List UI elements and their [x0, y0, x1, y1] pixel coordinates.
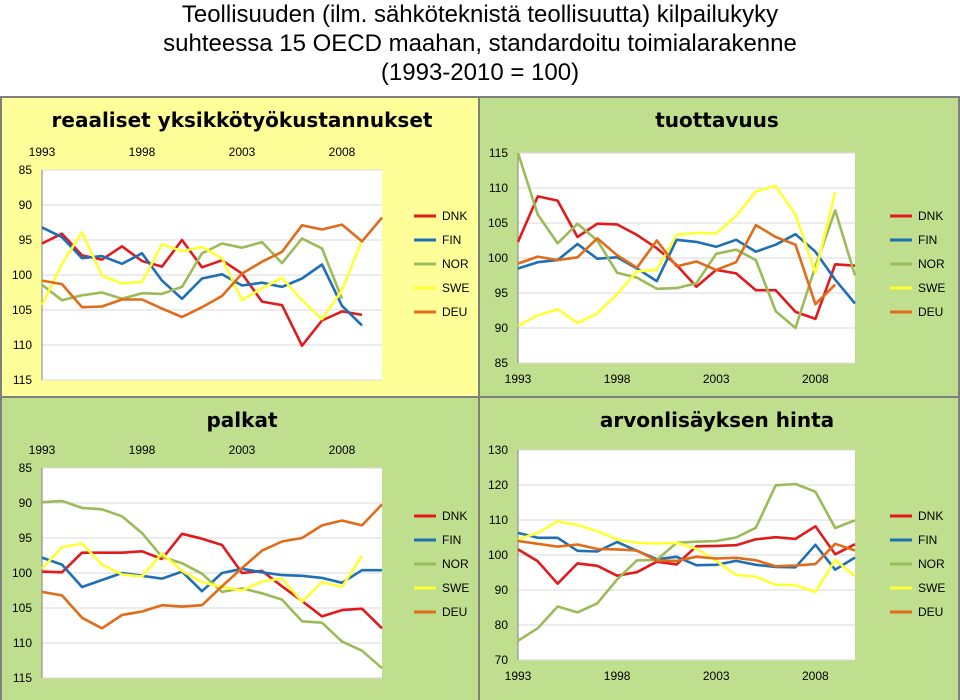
- y-tick-label: 95: [19, 531, 33, 545]
- legend-label-deu: DEU: [918, 605, 943, 619]
- y-tick-label: 115: [13, 373, 32, 387]
- legend-label-fin: FIN: [918, 233, 937, 247]
- x-tick-label: 2003: [703, 669, 730, 683]
- title-line-1: Teollisuuden (ilm. sähköteknistä teollis…: [181, 1, 779, 28]
- y-tick-label: 100: [488, 251, 508, 265]
- series-line-dnk: [517, 525, 856, 585]
- legend-label-swe: SWE: [442, 581, 469, 595]
- y-tick-label: 90: [19, 496, 33, 510]
- series-line-swe: [40, 231, 364, 321]
- charts-grid: reaaliset yksikkötyökustannukset 85 90 95 10…: [0, 96, 960, 700]
- x-tick-label: 2008: [329, 145, 356, 159]
- series-line-swe: [517, 520, 856, 594]
- page-title: Teollisuuden (ilm. sähköteknistä teollis…: [0, 0, 960, 87]
- chart-svg-value-added-price: arvonlisäyksen hinta 70 80 90 100 110 120 130 19…: [488, 408, 945, 683]
- y-tick-label: 85: [19, 461, 33, 475]
- x-tick-label: 2003: [229, 443, 256, 457]
- series-line-nor: [517, 482, 856, 642]
- legend-label-swe: SWE: [918, 281, 945, 295]
- series-line-fin: [517, 232, 856, 305]
- legend-label-fin: FIN: [442, 233, 461, 247]
- series-line-fin: [517, 531, 856, 571]
- y-tick-label: 110: [489, 513, 508, 527]
- legend-label-dnk: DNK: [442, 509, 467, 523]
- y-tick-label: 90: [495, 321, 509, 335]
- series-line-nor: [41, 237, 344, 302]
- x-tick-label: 2003: [703, 372, 730, 386]
- y-tick-label: 95: [495, 286, 509, 300]
- chart-title-unit-labour-costs: reaaliset yksikkötyökustannukset: [52, 108, 433, 132]
- chart-panel-value-added-price: arvonlisäyksen hinta 70 80 90 100 110 120 130 19…: [480, 398, 958, 700]
- legend-label-deu: DEU: [918, 305, 943, 319]
- legend-label-deu: DEU: [442, 305, 467, 319]
- x-tick-label: 1998: [604, 669, 631, 683]
- x-tick-label: 2008: [329, 443, 356, 457]
- legend-label-fin: FIN: [442, 533, 461, 547]
- series-line-dnk: [516, 195, 856, 321]
- series-line-deu: [517, 223, 837, 306]
- y-tick-label: 110: [13, 636, 32, 650]
- series-line-nor: [41, 499, 383, 670]
- y-tick-label: 115: [489, 146, 508, 160]
- chart-svg-productivity: tuottavuus 85 90 95 100 105 110 115 1993 1998 2003…: [488, 108, 945, 386]
- series-line-fin: [41, 226, 363, 327]
- y-tick-label: 85: [19, 163, 33, 177]
- y-tick-label: 110: [489, 181, 508, 195]
- chart-panel-productivity: tuottavuus 85 90 95 100 105 110 115 1993 1998 2003…: [480, 98, 958, 396]
- x-tick-label: 2008: [802, 669, 829, 683]
- series-line-deu: [517, 539, 856, 568]
- legend-label-nor: NOR: [442, 257, 469, 271]
- y-tick-label: 90: [495, 583, 509, 597]
- legend-label-swe: SWE: [442, 281, 469, 295]
- chart-title-value-added-price: arvonlisäyksen hinta: [600, 408, 834, 432]
- series-line-dnk: [41, 532, 383, 630]
- x-tick-label: 1993: [29, 443, 56, 457]
- y-tick-label: 110: [13, 338, 32, 352]
- chart-title-wages: palkat: [206, 408, 277, 432]
- legend-label-swe: SWE: [918, 581, 945, 595]
- y-tick-label: 105: [12, 601, 32, 615]
- y-tick-label: 100: [12, 566, 32, 580]
- y-tick-label: 85: [495, 356, 509, 370]
- y-tick-label: 105: [488, 216, 508, 230]
- y-tick-label: 70: [495, 653, 509, 667]
- y-tick-label: 130: [488, 443, 508, 457]
- legend-label-dnk: DNK: [918, 509, 943, 523]
- chart-title-productivity: tuottavuus: [655, 108, 779, 132]
- legend-label-nor: NOR: [918, 557, 945, 571]
- y-tick-label: 100: [488, 548, 508, 562]
- series-line-deu: [41, 503, 383, 630]
- legend-label-dnk: DNK: [442, 209, 467, 223]
- y-tick-label: 120: [488, 478, 508, 492]
- x-tick-label: 1993: [29, 145, 56, 159]
- legend-label-dnk: DNK: [918, 209, 943, 223]
- series-line-deu: [41, 216, 383, 319]
- chart-panel-unit-labour-costs: reaaliset yksikkötyökustannukset 85 90 95 10…: [2, 98, 478, 396]
- chart-svg-unit-labour-costs: reaaliset yksikkötyökustannukset 85 90 95 10…: [12, 108, 469, 387]
- legend-label-deu: DEU: [442, 605, 467, 619]
- title-line-3: (1993-2010 = 100): [380, 59, 580, 86]
- x-tick-label: 2008: [802, 372, 829, 386]
- y-tick-label: 105: [12, 303, 32, 317]
- x-tick-label: 2003: [229, 145, 256, 159]
- y-tick-label: 100: [12, 268, 32, 282]
- legend-label-nor: NOR: [442, 557, 469, 571]
- chart-svg-wages: palkat 85 90 95 100 105 110 115 1993 1998 2003 2008…: [12, 408, 469, 685]
- y-tick-label: 90: [19, 198, 33, 212]
- x-tick-label: 1998: [129, 443, 156, 457]
- series-line-nor: [516, 152, 857, 330]
- series-line-swe: [517, 184, 837, 328]
- chart-panel-wages: palkat 85 90 95 100 105 110 115 1993 1998 2003 2008…: [2, 398, 478, 700]
- title-line-2: suhteessa 15 OECD maahan, standardoitu t…: [163, 30, 797, 57]
- x-tick-label: 1998: [604, 372, 631, 386]
- series-line-swe: [41, 542, 364, 603]
- legend-label-fin: FIN: [918, 533, 937, 547]
- x-tick-label: 1998: [129, 145, 156, 159]
- x-tick-label: 1993: [505, 372, 532, 386]
- y-tick-label: 95: [19, 233, 33, 247]
- y-tick-label: 115: [13, 671, 32, 685]
- legend-label-nor: NOR: [918, 257, 945, 271]
- x-tick-label: 1993: [505, 669, 532, 683]
- y-tick-label: 80: [495, 618, 509, 632]
